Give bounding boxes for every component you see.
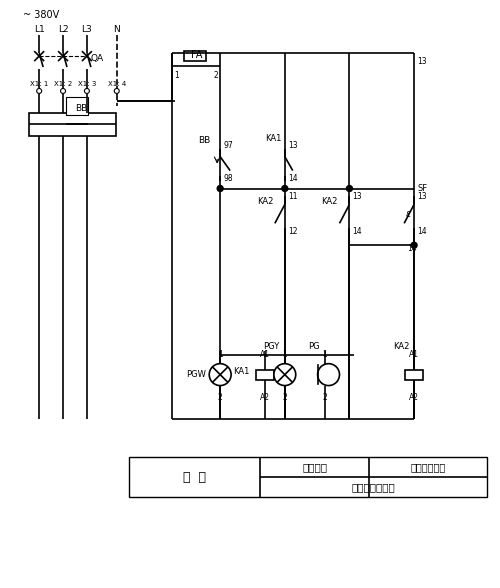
Circle shape	[209, 363, 231, 386]
Text: 13: 13	[417, 56, 426, 66]
Circle shape	[274, 363, 295, 386]
Text: PGW: PGW	[186, 370, 206, 379]
Text: X1: 3: X1: 3	[78, 81, 96, 87]
Text: 97: 97	[223, 141, 233, 150]
Text: 报警信号: 报警信号	[302, 462, 327, 472]
Text: KA1: KA1	[266, 134, 282, 143]
Text: A2: A2	[409, 393, 419, 402]
Text: 14: 14	[352, 227, 362, 236]
Text: PG: PG	[308, 342, 320, 351]
Circle shape	[36, 88, 42, 93]
Text: 11: 11	[288, 192, 298, 201]
Bar	[29, 113, 116, 136]
Text: QA: QA	[91, 54, 104, 62]
Text: 1: 1	[218, 350, 222, 359]
Text: 14: 14	[288, 174, 298, 183]
Text: 1: 1	[282, 350, 287, 359]
Text: A1: A1	[409, 350, 419, 359]
Text: X1: 4: X1: 4	[108, 81, 126, 87]
Circle shape	[318, 363, 340, 386]
Text: 14: 14	[417, 227, 426, 236]
Circle shape	[114, 88, 119, 93]
Text: BB: BB	[198, 136, 210, 145]
Text: FA: FA	[190, 50, 202, 60]
Text: 2: 2	[214, 71, 218, 79]
Text: 2: 2	[218, 393, 222, 402]
Text: L3: L3	[82, 25, 92, 34]
Bar	[184, 51, 206, 61]
Text: A1: A1	[260, 350, 270, 359]
Text: X1: 1: X1: 1	[30, 81, 48, 87]
Text: 过负荷声光报警: 过负荷声光报警	[352, 482, 395, 492]
Text: A2: A2	[260, 393, 270, 402]
Bar	[256, 370, 274, 380]
Text: 13: 13	[417, 192, 426, 201]
Text: 12: 12	[288, 227, 298, 236]
Text: 13: 13	[352, 192, 362, 201]
Text: KA2: KA2	[257, 197, 274, 206]
Text: KA1: KA1	[232, 367, 249, 376]
Bar	[128, 457, 486, 497]
Text: 98: 98	[223, 174, 233, 183]
Text: SF: SF	[417, 184, 427, 193]
Bar	[405, 370, 423, 380]
Text: 1: 1	[322, 350, 327, 359]
Circle shape	[282, 186, 288, 192]
Text: X1: 2: X1: 2	[54, 81, 72, 87]
Circle shape	[411, 242, 417, 248]
Text: PGY: PGY	[264, 342, 280, 351]
Text: L2: L2	[58, 25, 68, 34]
Bar	[66, 97, 88, 115]
Text: KA2: KA2	[322, 197, 338, 206]
Text: ~ 380V: ~ 380V	[24, 11, 60, 21]
Text: L1: L1	[34, 25, 44, 34]
Text: 2: 2	[322, 393, 327, 402]
Text: 14: 14	[408, 243, 417, 253]
Text: 1: 1	[174, 71, 179, 79]
Text: ε: ε	[406, 209, 411, 219]
Circle shape	[84, 88, 89, 93]
Text: 13: 13	[288, 141, 298, 150]
Text: 电  源: 电 源	[183, 470, 206, 484]
Text: KA2: KA2	[392, 342, 409, 351]
Circle shape	[217, 186, 223, 192]
Circle shape	[346, 186, 352, 192]
Text: N: N	[114, 25, 120, 34]
Circle shape	[60, 88, 66, 93]
Text: BB: BB	[75, 105, 87, 113]
Text: 2: 2	[282, 393, 287, 402]
Text: 声响报警解除: 声响报警解除	[410, 462, 446, 472]
